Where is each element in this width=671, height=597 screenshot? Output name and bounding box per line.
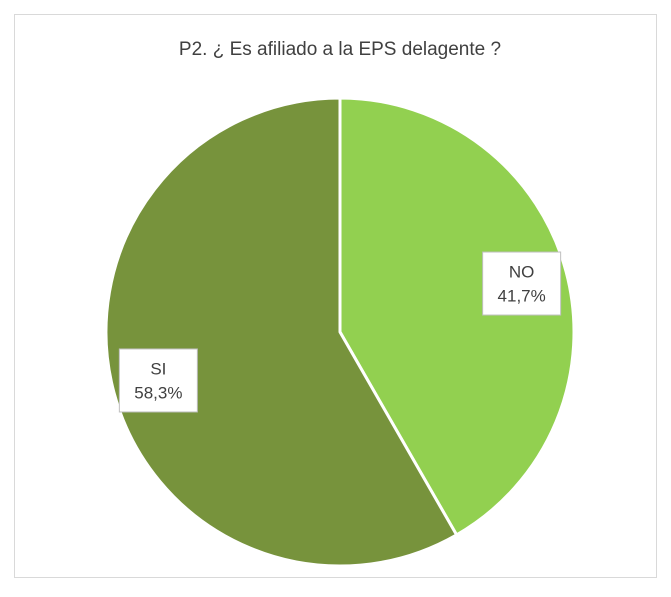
data-label-box (118, 348, 198, 413)
data-label: SI 58,3% (118, 348, 198, 413)
data-label-box (482, 251, 562, 316)
pie-slice (104, 96, 459, 568)
value-label: 58,3% (134, 383, 182, 402)
chart-title: P2. ¿ Es afiliado a la EPS delagente ? (179, 39, 501, 60)
category-label: SI (150, 359, 166, 378)
data-label-text: SI 58,3% (134, 359, 182, 402)
pie-slice (338, 96, 576, 537)
data-label-text: NO 41,7% (498, 263, 546, 306)
value-label: 41,7% (498, 287, 546, 306)
category-label: NO (509, 263, 535, 282)
data-label: NO 41,7% (482, 251, 562, 316)
